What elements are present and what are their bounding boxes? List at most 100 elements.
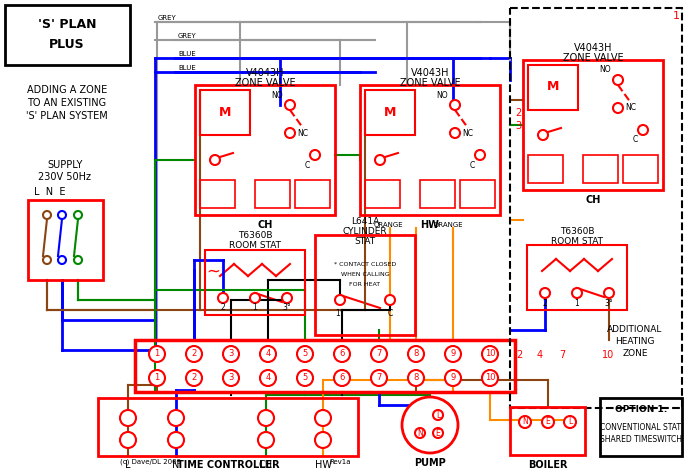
Text: L  N  E: L N E xyxy=(34,187,66,197)
Text: 5: 5 xyxy=(302,373,308,382)
Bar xyxy=(523,60,663,190)
Text: L: L xyxy=(436,410,440,419)
Text: NO: NO xyxy=(271,90,283,100)
Text: C: C xyxy=(387,308,393,317)
Bar xyxy=(583,155,618,183)
Text: (c) Dave/DL 2009: (c) Dave/DL 2009 xyxy=(120,459,181,465)
Circle shape xyxy=(282,293,292,303)
Text: M: M xyxy=(219,105,231,118)
Text: ~: ~ xyxy=(206,263,220,281)
Text: 2: 2 xyxy=(191,373,197,382)
Text: 1°: 1° xyxy=(336,308,344,317)
Text: 10: 10 xyxy=(485,373,495,382)
Text: 7: 7 xyxy=(376,350,382,358)
Circle shape xyxy=(218,293,228,303)
Bar xyxy=(295,180,330,208)
Circle shape xyxy=(168,432,184,448)
Text: TO AN EXISTING: TO AN EXISTING xyxy=(28,98,106,108)
Text: 1: 1 xyxy=(575,299,580,307)
Text: 9: 9 xyxy=(451,350,455,358)
Circle shape xyxy=(519,416,531,428)
Circle shape xyxy=(408,370,424,386)
Circle shape xyxy=(58,211,66,219)
Circle shape xyxy=(542,416,554,428)
Circle shape xyxy=(445,346,461,362)
Text: 1: 1 xyxy=(155,350,159,358)
Circle shape xyxy=(371,370,387,386)
Text: PLUS: PLUS xyxy=(49,38,85,51)
Text: 4: 4 xyxy=(266,350,270,358)
Circle shape xyxy=(315,410,331,426)
Bar xyxy=(527,245,627,310)
Text: M: M xyxy=(546,80,559,94)
Circle shape xyxy=(315,432,331,448)
Text: NC: NC xyxy=(626,103,636,112)
Text: ZONE: ZONE xyxy=(622,350,648,358)
Text: N: N xyxy=(522,417,528,426)
Text: HW: HW xyxy=(421,220,440,230)
Bar xyxy=(200,90,250,135)
Circle shape xyxy=(408,346,424,362)
Text: NC: NC xyxy=(297,129,308,138)
Text: 8: 8 xyxy=(413,350,419,358)
Text: ORANGE: ORANGE xyxy=(433,222,463,228)
Circle shape xyxy=(258,410,274,426)
Bar xyxy=(420,180,455,208)
Text: 3: 3 xyxy=(228,350,234,358)
Bar xyxy=(200,180,235,208)
Text: * CONTACT CLOSED: * CONTACT CLOSED xyxy=(334,263,396,268)
Bar xyxy=(600,398,682,456)
Text: 2: 2 xyxy=(191,350,197,358)
Bar xyxy=(135,340,515,392)
Text: 7: 7 xyxy=(559,350,565,360)
Circle shape xyxy=(538,130,548,140)
Text: SUPPLY: SUPPLY xyxy=(48,160,83,170)
Circle shape xyxy=(260,346,276,362)
Text: ADDING A ZONE: ADDING A ZONE xyxy=(27,85,107,95)
Circle shape xyxy=(223,346,239,362)
Circle shape xyxy=(371,346,387,362)
Circle shape xyxy=(433,410,443,420)
Circle shape xyxy=(475,150,485,160)
Circle shape xyxy=(334,370,350,386)
Text: 1: 1 xyxy=(155,373,159,382)
Bar xyxy=(360,85,500,215)
Circle shape xyxy=(58,256,66,264)
Bar xyxy=(205,250,305,315)
Text: 4: 4 xyxy=(266,373,270,382)
Text: E: E xyxy=(546,417,551,426)
Circle shape xyxy=(186,370,202,386)
Text: L: L xyxy=(568,417,572,426)
Circle shape xyxy=(149,346,165,362)
Text: FOR HEAT: FOR HEAT xyxy=(349,283,381,287)
Text: CYLINDER: CYLINDER xyxy=(343,227,387,235)
Text: NC: NC xyxy=(462,129,473,138)
Text: PUMP: PUMP xyxy=(414,458,446,468)
Bar xyxy=(528,155,563,183)
Text: 6: 6 xyxy=(339,350,345,358)
Text: 8: 8 xyxy=(413,373,419,382)
Circle shape xyxy=(445,370,461,386)
Circle shape xyxy=(43,211,51,219)
Text: CH: CH xyxy=(259,460,273,468)
Circle shape xyxy=(43,256,51,264)
Circle shape xyxy=(385,295,395,305)
Circle shape xyxy=(564,416,576,428)
Circle shape xyxy=(74,211,82,219)
Circle shape xyxy=(450,128,460,138)
Text: 3°: 3° xyxy=(604,299,613,307)
Circle shape xyxy=(120,410,136,426)
Text: 6: 6 xyxy=(339,373,345,382)
Bar xyxy=(528,65,578,110)
Text: 5: 5 xyxy=(302,350,308,358)
Text: 'S' PLAN SYSTEM: 'S' PLAN SYSTEM xyxy=(26,111,108,121)
Text: GREY: GREY xyxy=(158,15,177,21)
Circle shape xyxy=(285,128,295,138)
Circle shape xyxy=(482,370,498,386)
Text: WHEN CALLING: WHEN CALLING xyxy=(341,272,389,278)
Bar xyxy=(98,398,358,456)
Circle shape xyxy=(415,428,425,438)
Circle shape xyxy=(260,370,276,386)
Circle shape xyxy=(297,346,313,362)
Text: E: E xyxy=(435,429,440,438)
